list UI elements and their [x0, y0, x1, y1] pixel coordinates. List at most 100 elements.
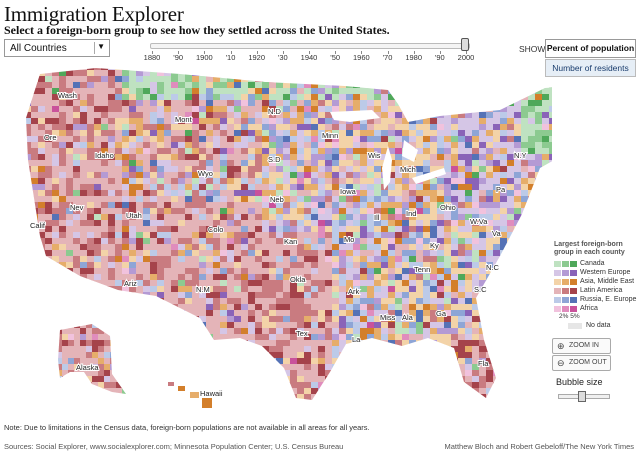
bubble-slider-handle[interactable]: [578, 391, 586, 402]
county-cell: [451, 400, 458, 406]
timeline-year-label[interactable]: 1880: [143, 53, 161, 62]
county-cell: [31, 178, 39, 185]
county-cell: [129, 268, 137, 275]
county-cell: [486, 316, 494, 323]
county-cell: [430, 184, 438, 191]
timeline-year-label[interactable]: 1940: [300, 53, 318, 62]
county-cell: [52, 382, 60, 389]
county-cell: [58, 352, 63, 359]
county-cell: [472, 214, 480, 221]
great-lakes: [330, 110, 446, 190]
timeline-year-label[interactable]: '50: [330, 53, 341, 62]
county-cell: [227, 136, 235, 143]
year-slider[interactable]: 1880 '90 1900 '10 1920 '30 1940 '50 1960 '70 1980 '…: [144, 36, 476, 66]
timeline-year-label[interactable]: '90: [173, 53, 184, 62]
county-cell: [290, 268, 298, 275]
county-cell: [388, 76, 396, 83]
county-cell: [479, 196, 487, 203]
county-cell: [136, 202, 144, 209]
county-cell: [374, 316, 382, 323]
county-cell: [423, 160, 431, 167]
bubble-size-slider[interactable]: [558, 391, 610, 402]
county-cell: [59, 208, 67, 215]
percent-of-population-button[interactable]: Percent of population: [545, 39, 636, 58]
year-slider-track[interactable]: [150, 43, 470, 49]
county-cell: [45, 274, 53, 281]
county-cell: [31, 166, 39, 173]
county-cell: [311, 94, 319, 101]
timeline-year-label[interactable]: '90: [434, 53, 445, 62]
county-cell: [52, 340, 60, 347]
county-cell: [437, 328, 445, 335]
county-cell: [108, 196, 116, 203]
county-cell: [360, 166, 368, 173]
county-cell: [486, 70, 494, 77]
state-label-wva: W.Va: [470, 217, 488, 226]
county-cell: [500, 76, 508, 83]
county-cell: [381, 256, 389, 263]
county-cell: [68, 394, 74, 400]
county-cell: [241, 316, 249, 323]
county-cell: [52, 142, 60, 149]
county-cell: [87, 202, 95, 209]
county-cell: [297, 232, 305, 239]
county-cell: [388, 304, 396, 311]
us-county-map[interactable]: WashOreCalifIdahoNevMontWyoUtahArizColoN…: [0, 62, 552, 418]
county-cell: [549, 250, 552, 257]
county-cell: [430, 376, 438, 383]
county-cell: [528, 262, 536, 269]
county-cell: [458, 100, 466, 107]
legend-swatch: [554, 260, 561, 267]
county-cell: [220, 208, 228, 215]
county-cell: [514, 346, 522, 353]
county-cell: [500, 244, 508, 251]
timeline-year-label[interactable]: 1960: [352, 53, 370, 62]
timeline-year-label[interactable]: 1920: [248, 53, 265, 62]
county-cell: [325, 208, 333, 215]
county-cell: [500, 184, 508, 191]
county-cell: [101, 106, 109, 113]
county-cell: [549, 376, 552, 383]
county-cell: [192, 382, 200, 389]
county-cell: [143, 298, 151, 305]
timeline-year-label[interactable]: '30: [277, 53, 288, 62]
county-cell: [178, 166, 186, 173]
timeline-year-label[interactable]: 1980: [405, 53, 422, 62]
county-cell: [143, 154, 151, 161]
county-cell: [423, 262, 431, 269]
county-cell: [31, 136, 39, 143]
number-of-residents-button[interactable]: Number of residents: [545, 59, 636, 77]
county-cell: [150, 304, 158, 311]
county-cell: [507, 148, 515, 155]
county-cell: [185, 316, 193, 323]
timeline-year-label[interactable]: 2000: [457, 53, 475, 62]
timeline-year-label[interactable]: '10: [225, 53, 236, 62]
county-cell: [297, 256, 305, 263]
county-cell: [248, 352, 256, 359]
county-cell: [199, 226, 207, 233]
county-cell: [430, 202, 438, 209]
year-slider-handle[interactable]: [461, 38, 469, 51]
state-labels: WashOreCalifIdahoNevMontWyoUtahArizColoN…: [29, 90, 528, 399]
county-cell: [493, 94, 501, 101]
county-cell: [129, 340, 137, 347]
chevron-down-icon[interactable]: ▼: [97, 42, 105, 51]
county-cell: [304, 118, 312, 125]
county-cell: [171, 142, 179, 149]
country-select[interactable]: All Countries ▼: [4, 39, 110, 57]
county-cell: [227, 190, 235, 197]
timeline-year-label[interactable]: '70: [382, 53, 393, 62]
county-cell: [444, 136, 452, 143]
county-cell: [346, 244, 354, 251]
county-cell: [62, 334, 69, 341]
county-cell: [409, 226, 417, 233]
county-cell: [80, 148, 88, 155]
zoom-in-button[interactable]: ⊕ ZOOM IN: [552, 338, 611, 354]
county-cell: [199, 262, 207, 269]
county-cell: [255, 394, 263, 400]
county-cell: [45, 262, 53, 269]
timeline-year-label[interactable]: 1900: [195, 53, 213, 62]
county-cell: [451, 388, 459, 395]
zoom-out-button[interactable]: ⊖ ZOOM OUT: [552, 355, 611, 371]
county-cell: [339, 334, 347, 341]
